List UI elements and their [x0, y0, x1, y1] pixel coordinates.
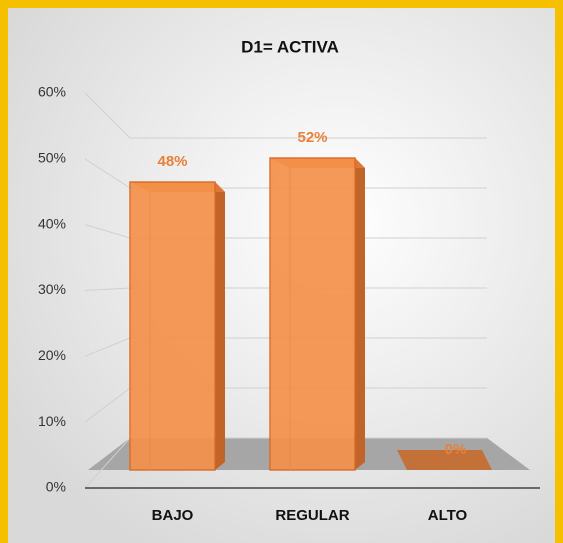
bar — [129, 181, 216, 471]
border-top — [0, 0, 563, 8]
border-right — [555, 0, 563, 543]
bar-side — [355, 158, 365, 470]
x-tick-label: ALTO — [428, 507, 468, 524]
y-tick-label: 30% — [38, 281, 66, 297]
y-tick-label: 10% — [38, 413, 66, 429]
y-tick-label: 20% — [38, 347, 66, 363]
bar — [269, 157, 356, 471]
y-tick-label: 50% — [38, 150, 66, 166]
value-label: 52% — [297, 129, 327, 146]
bar-side — [215, 182, 225, 470]
bar — [397, 450, 492, 470]
y-tick-label: 40% — [38, 215, 66, 231]
grid-line — [84, 92, 487, 139]
value-label: 48% — [157, 153, 187, 170]
y-tick-label: 0% — [46, 479, 66, 495]
border-left — [0, 0, 8, 543]
x-tick-label: REGULAR — [275, 507, 349, 524]
y-tick-label: 60% — [38, 84, 66, 100]
value-label: 0% — [445, 441, 467, 458]
x-tick-label: BAJO — [152, 507, 194, 524]
chart-title: D1= ACTIVA — [241, 37, 339, 56]
